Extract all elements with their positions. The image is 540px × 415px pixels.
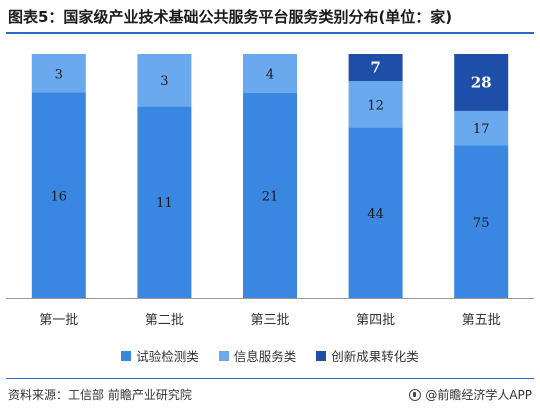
brand-label: @前瞻经济学人APP (425, 388, 532, 402)
legend-swatch-testing (121, 350, 132, 361)
bar-segment-1-3 (243, 93, 297, 298)
x-tick-label-2: 第二批 (145, 313, 184, 328)
bar-value-label-3-5: 28 (471, 73, 492, 91)
bar-value-label-2-3: 4 (266, 68, 274, 83)
bar-segment-1-2 (137, 106, 192, 299)
legend-item-info[interactable]: 信息服务类 (218, 346, 297, 365)
legend-swatch-innovation (316, 350, 327, 361)
bar-value-label-1-1: 16 (51, 189, 68, 204)
bar-value-label-1-2: 11 (156, 196, 173, 211)
bar-value-label-2-2: 3 (160, 74, 168, 89)
bar-value-label-1-4: 44 (367, 207, 384, 222)
bar-value-label-2-5: 17 (473, 122, 490, 137)
source-note: 资料来源：工信部 前瞻产业研究院 (8, 388, 192, 402)
x-tick-label-4: 第四批 (356, 313, 395, 328)
legend-label-info: 信息服务类 (233, 349, 297, 364)
bar-segment-2-4 (348, 81, 403, 128)
bar-segment-1-1 (31, 92, 86, 298)
x-tick-label-1: 第一批 (39, 313, 78, 328)
bar-value-label-2-1: 3 (55, 67, 63, 82)
x-tick-label-5: 第五批 (462, 313, 501, 328)
brand-logo-icon (409, 388, 422, 401)
bar-segment-3-5 (454, 54, 509, 111)
x-tick-label-3: 第三批 (250, 313, 289, 328)
legend-swatch-info (218, 350, 229, 361)
title-rule (6, 32, 534, 34)
bar-value-label-3-4: 7 (370, 59, 380, 77)
stacked-bar-chart: 16 3 第一批 11 3 第二批 21 4 第三批 44 12 7 第四批 75 17 28 第五批 (6, 54, 534, 328)
bar-segment-3-4 (348, 54, 403, 82)
bar-segment-1-5 (454, 145, 509, 298)
bar-segment-2-3 (243, 54, 297, 94)
bar-segment-1-4 (348, 127, 403, 298)
chart-title: 图表5：国家级产业技术基础公共服务平台服务类别分布(单位：家) (8, 8, 453, 26)
bar-value-label-1-3: 21 (262, 190, 279, 205)
brand-credit: @前瞻经济学人APP (409, 386, 532, 403)
chart-legend: 试验检测类 信息服务类 创新成果转化类 (0, 346, 540, 365)
footer-rule (6, 378, 534, 379)
bar-value-label-1-5: 75 (473, 216, 490, 231)
bar-segment-2-1 (31, 54, 86, 93)
legend-item-innovation[interactable]: 创新成果转化类 (316, 346, 419, 365)
bar-value-label-2-4: 12 (367, 98, 384, 113)
bar-segment-2-2 (137, 54, 192, 107)
legend-item-testing[interactable]: 试验检测类 (121, 346, 199, 365)
legend-label-testing: 试验检测类 (136, 349, 199, 364)
legend-label-innovation: 创新成果转化类 (331, 349, 419, 364)
bar-segment-2-5 (454, 110, 509, 146)
